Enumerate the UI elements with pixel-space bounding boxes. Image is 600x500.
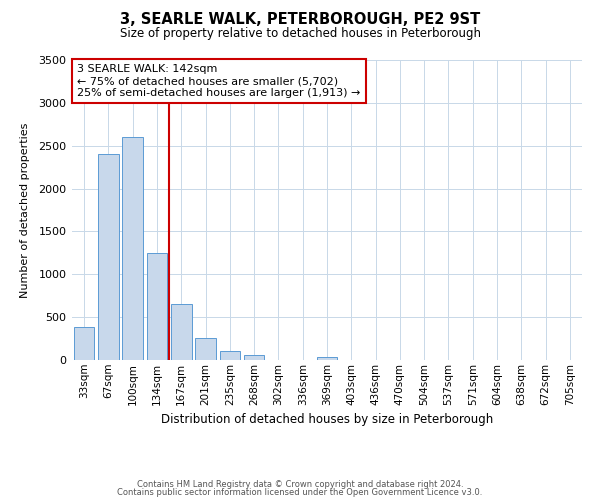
Bar: [195, 338, 216, 360]
Text: 3 SEARLE WALK: 142sqm
← 75% of detached houses are smaller (5,702)
25% of semi-d: 3 SEARLE WALK: 142sqm ← 75% of detached …: [77, 64, 361, 98]
X-axis label: Distribution of detached houses by size in Peterborough: Distribution of detached houses by size …: [161, 413, 493, 426]
Bar: [171, 304, 191, 360]
Bar: [146, 253, 167, 360]
Bar: [317, 356, 337, 360]
Text: Size of property relative to detached houses in Peterborough: Size of property relative to detached ho…: [119, 28, 481, 40]
Bar: [122, 137, 143, 360]
Text: Contains HM Land Registry data © Crown copyright and database right 2024.: Contains HM Land Registry data © Crown c…: [137, 480, 463, 489]
Text: 3, SEARLE WALK, PETERBOROUGH, PE2 9ST: 3, SEARLE WALK, PETERBOROUGH, PE2 9ST: [120, 12, 480, 28]
Bar: [98, 154, 119, 360]
Bar: [220, 350, 240, 360]
Bar: [74, 326, 94, 360]
Y-axis label: Number of detached properties: Number of detached properties: [20, 122, 30, 298]
Text: Contains public sector information licensed under the Open Government Licence v3: Contains public sector information licen…: [118, 488, 482, 497]
Bar: [244, 356, 265, 360]
